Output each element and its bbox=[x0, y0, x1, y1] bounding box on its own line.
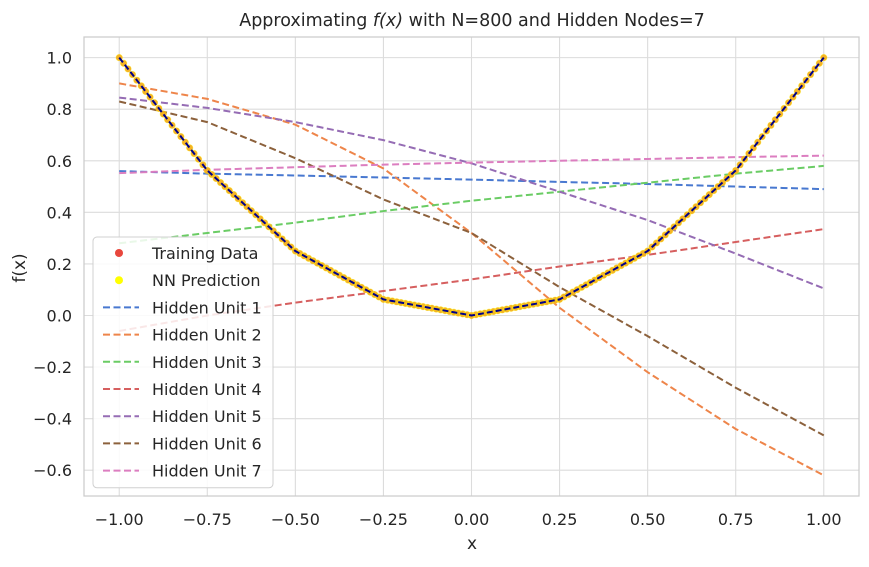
x-tick-label: 0.00 bbox=[454, 510, 490, 529]
plot-area bbox=[115, 54, 828, 477]
legend: Training Data NN Prediction Hidden Unit 1 H… bbox=[92, 236, 274, 489]
legend-label: Hidden Unit 1 bbox=[152, 298, 262, 317]
title-suffix: with N=800 and Hidden Nodes=7 bbox=[403, 11, 705, 31]
y-tick-label: −0.4 bbox=[33, 410, 72, 429]
series-line bbox=[119, 82, 825, 477]
y-tick-label: 0.6 bbox=[47, 152, 72, 171]
legend-label: Hidden Unit 2 bbox=[152, 326, 262, 345]
x-tick-label: 1.00 bbox=[806, 510, 842, 529]
chart-title: Approximating f(x) with N=800 and Hidden… bbox=[239, 11, 705, 31]
legend-box bbox=[92, 236, 274, 489]
y-tick-label: 0.4 bbox=[47, 203, 72, 222]
legend-label: Hidden Unit 7 bbox=[152, 462, 262, 481]
x-tick-label: −0.50 bbox=[271, 510, 320, 529]
y-axis-label: f(x) bbox=[10, 253, 30, 282]
legend-label: Hidden Unit 4 bbox=[152, 380, 262, 399]
legend-label: Training Data bbox=[151, 244, 258, 263]
title-prefix: Approximating bbox=[239, 11, 373, 31]
title-math: f(x) bbox=[373, 11, 403, 31]
y-tick-label: −0.6 bbox=[33, 461, 72, 480]
y-tick-label: −0.2 bbox=[33, 358, 72, 377]
y-tick-label: 1.0 bbox=[47, 49, 72, 68]
x-tick-label: −0.75 bbox=[183, 510, 232, 529]
tick-labels: −1.00 −0.75 −0.50 −0.25 0.00 0.25 0.50 0.75 1.00… bbox=[33, 49, 841, 529]
legend-marker-training bbox=[115, 249, 123, 257]
legend-label: Hidden Unit 3 bbox=[152, 353, 262, 372]
plot-frame bbox=[83, 36, 860, 497]
legend-label: NN Prediction bbox=[152, 271, 261, 290]
x-tick-label: 0.75 bbox=[718, 510, 754, 529]
fit-line bbox=[118, 57, 825, 317]
series-line bbox=[119, 164, 824, 245]
legend-label: Hidden Unit 5 bbox=[152, 407, 262, 426]
y-tick-label: 0.0 bbox=[47, 306, 72, 325]
x-tick-label: −1.00 bbox=[95, 510, 144, 529]
y-tick-label: 0.8 bbox=[47, 100, 72, 119]
legend-marker-prediction bbox=[115, 276, 123, 285]
y-tick-label: 0.2 bbox=[47, 255, 72, 274]
series-line bbox=[119, 154, 824, 175]
x-tick-label: −0.25 bbox=[359, 510, 408, 529]
series-line bbox=[119, 170, 824, 191]
x-tick-label: 0.50 bbox=[630, 510, 666, 529]
series-line bbox=[119, 100, 825, 437]
x-axis-label: x bbox=[467, 534, 477, 554]
legend-label: Hidden Unit 6 bbox=[152, 434, 262, 453]
x-tick-label: 0.25 bbox=[542, 510, 578, 529]
